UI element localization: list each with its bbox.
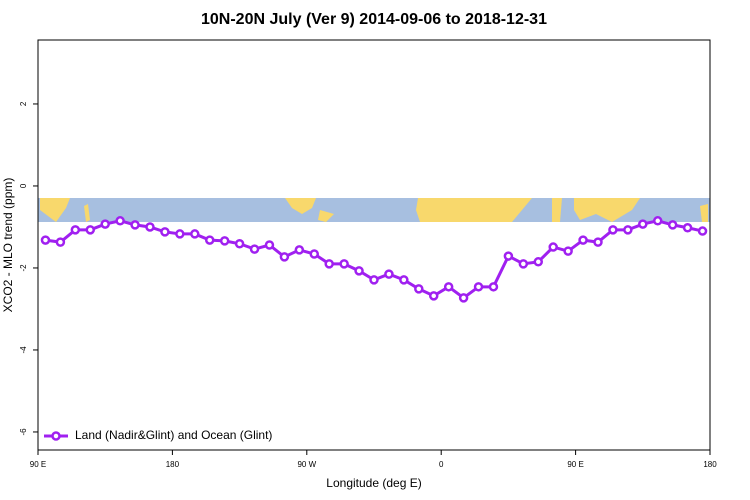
series-line bbox=[45, 219, 703, 300]
data-point bbox=[638, 219, 648, 229]
data-point bbox=[249, 244, 260, 254]
data-point bbox=[175, 229, 185, 239]
data-point bbox=[503, 251, 514, 261]
data-point bbox=[697, 226, 708, 236]
data-point bbox=[294, 245, 305, 255]
data-point bbox=[145, 222, 155, 232]
data-point bbox=[264, 240, 275, 250]
x-tick-label: 90 E bbox=[30, 460, 46, 469]
data-point bbox=[533, 257, 544, 267]
data-point bbox=[578, 235, 588, 245]
data-point bbox=[40, 235, 51, 245]
data-point bbox=[518, 259, 529, 269]
data-point bbox=[548, 242, 558, 252]
y-tick-label: -4 bbox=[19, 346, 28, 354]
data-point bbox=[115, 216, 125, 226]
x-tick-label: 180 bbox=[703, 460, 717, 469]
data-point bbox=[652, 216, 663, 226]
data-point bbox=[55, 237, 66, 247]
x-tick-label: 0 bbox=[439, 460, 444, 469]
data-point bbox=[369, 275, 379, 285]
data-point bbox=[204, 235, 215, 245]
legend: Land (Nadir&Glint) and Ocean (Glint) bbox=[44, 428, 272, 442]
y-tick-label: 0 bbox=[19, 183, 28, 188]
data-point bbox=[85, 225, 96, 235]
data-point bbox=[682, 223, 693, 233]
data-point bbox=[190, 229, 200, 239]
data-point bbox=[399, 275, 409, 285]
data-point bbox=[608, 225, 618, 235]
data-point bbox=[130, 220, 140, 230]
data-point bbox=[100, 219, 110, 229]
map-strip bbox=[38, 198, 710, 222]
data-point bbox=[414, 284, 424, 294]
data-point bbox=[488, 282, 499, 292]
x-tick-label: 90 W bbox=[297, 460, 316, 469]
data-point bbox=[667, 220, 678, 230]
y-tick-label: 2 bbox=[19, 101, 28, 106]
chart-title: 10N-20N July (Ver 9) 2014-09-06 to 2018-… bbox=[201, 11, 547, 28]
legend-label: Land (Nadir&Glint) and Ocean (Glint) bbox=[75, 428, 272, 442]
data-point bbox=[458, 293, 469, 303]
data-point bbox=[160, 227, 170, 237]
data-point bbox=[563, 246, 573, 256]
x-axis-label: Longitude (deg E) bbox=[326, 476, 421, 490]
data-point bbox=[473, 282, 484, 292]
data-point bbox=[339, 259, 349, 269]
data-point bbox=[384, 269, 394, 279]
y-axis-label: XCO2 - MLO trend (ppm) bbox=[1, 178, 15, 313]
y-tick-label: -6 bbox=[19, 428, 28, 436]
data-point bbox=[354, 266, 364, 276]
data-point bbox=[70, 225, 81, 235]
y-tick-label: -2 bbox=[19, 264, 28, 272]
data-point bbox=[324, 259, 334, 269]
x-tick-label: 90 E bbox=[567, 460, 583, 469]
plot-frame bbox=[37, 39, 711, 451]
data-point bbox=[234, 239, 245, 249]
legend-marker bbox=[51, 431, 61, 441]
data-point bbox=[593, 237, 603, 247]
data-point bbox=[279, 252, 290, 262]
data-point bbox=[443, 282, 454, 292]
data-point bbox=[309, 249, 320, 259]
data-point bbox=[219, 236, 230, 246]
data-point bbox=[623, 225, 633, 235]
data-point bbox=[428, 291, 439, 301]
x-tick-label: 180 bbox=[166, 460, 180, 469]
